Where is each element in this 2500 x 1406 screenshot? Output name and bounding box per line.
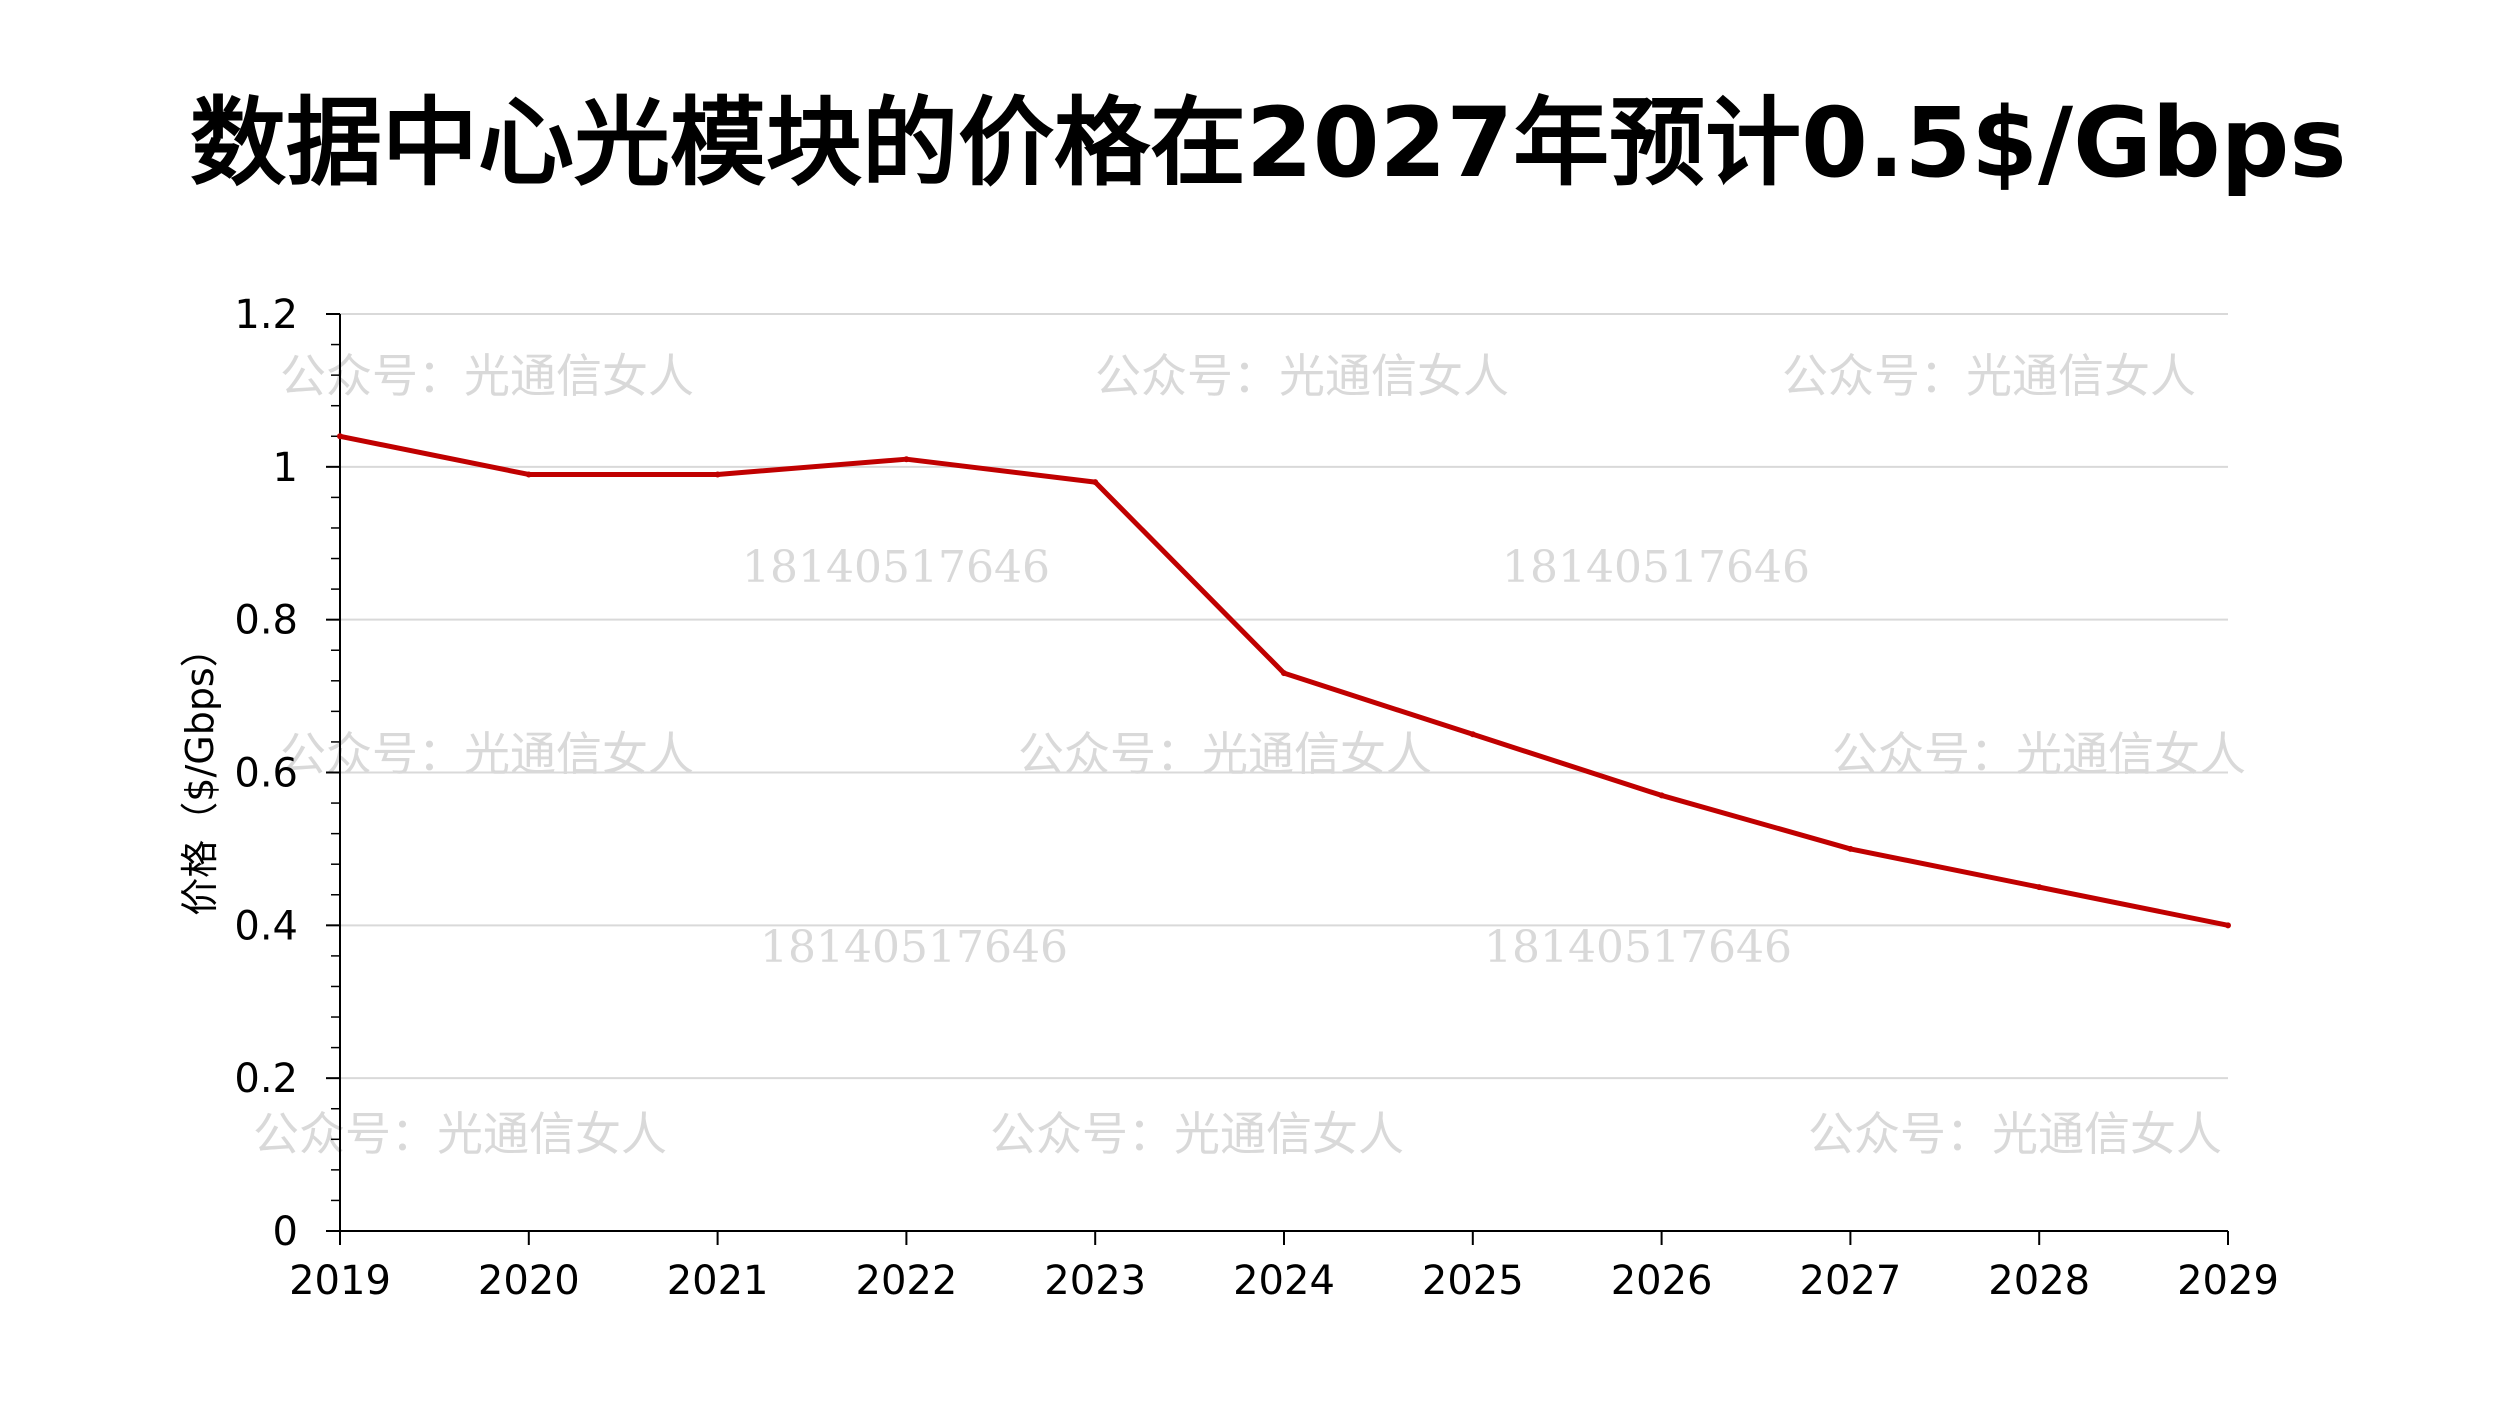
y-tick-label-6: 1.2 — [234, 292, 298, 338]
watermark-name-7: 公众号：光通信女人 — [990, 1107, 1404, 1161]
data-point-2023 — [1092, 479, 1099, 486]
y-axis-title: 价格（$/Gbps） — [178, 629, 222, 915]
chart-title: 数据中心光模块的价格在2027年预计0.5$/Gbps — [190, 87, 2347, 199]
watermark-number-2: 18140517646 — [760, 922, 1068, 973]
x-tick-label-4: 2023 — [1044, 1258, 1146, 1304]
x-tick-label-3: 2022 — [856, 1258, 958, 1304]
data-point-2024 — [1281, 670, 1287, 677]
y-tick-label-2: 0.4 — [234, 903, 298, 949]
y-tick-label-4: 0.8 — [234, 598, 298, 644]
data-point-2028 — [2036, 884, 2043, 891]
x-tick-label-2: 2021 — [667, 1258, 769, 1304]
data-point-2029 — [2225, 922, 2231, 929]
x-tick-label-8: 2027 — [1800, 1258, 1902, 1304]
x-tick-label-0: 2019 — [289, 1258, 391, 1304]
x-tick-label-10: 2029 — [2177, 1258, 2279, 1304]
watermark-number-0: 18140517646 — [742, 542, 1050, 593]
x-tick-label-6: 2025 — [1422, 1258, 1524, 1304]
x-tick-label-7: 2026 — [1611, 1258, 1713, 1304]
watermark-name-1: 公众号：光通信女人 — [1095, 349, 1509, 403]
data-point-2027 — [1847, 845, 1854, 852]
y-tick-label-0: 0 — [273, 1209, 298, 1255]
data-point-2026 — [1658, 792, 1665, 799]
watermark-number-3: 18140517646 — [1484, 922, 1792, 973]
watermark-number-1: 18140517646 — [1502, 542, 1810, 593]
watermark-name-8: 公众号：光通信女人 — [1808, 1107, 2222, 1161]
data-point-2021 — [714, 471, 721, 478]
data-point-2025 — [1469, 731, 1476, 738]
watermark-name-6: 公众号：光通信女人 — [253, 1107, 667, 1161]
y-tick-label-3: 0.6 — [234, 751, 298, 797]
watermark-name-2: 公众号：光通信女人 — [1782, 349, 2196, 403]
data-point-2019 — [337, 433, 343, 440]
data-point-2022 — [903, 456, 910, 463]
watermark-name-5: 公众号：光通信女人 — [1832, 727, 2246, 781]
series-line-0 — [337, 433, 2231, 928]
y-tick-label-5: 1 — [273, 445, 298, 491]
watermark-name-3: 公众号：光通信女人 — [280, 727, 694, 781]
watermark-name-4: 公众号：光通信女人 — [1018, 727, 1432, 781]
y-tick-label-1: 0.2 — [234, 1056, 298, 1102]
watermark-name-0: 公众号：光通信女人 — [280, 349, 694, 403]
x-tick-label-9: 2028 — [1988, 1258, 2090, 1304]
data-point-2020 — [525, 471, 532, 478]
x-tick-label-5: 2024 — [1233, 1258, 1335, 1304]
x-tick-label-1: 2020 — [478, 1258, 580, 1304]
